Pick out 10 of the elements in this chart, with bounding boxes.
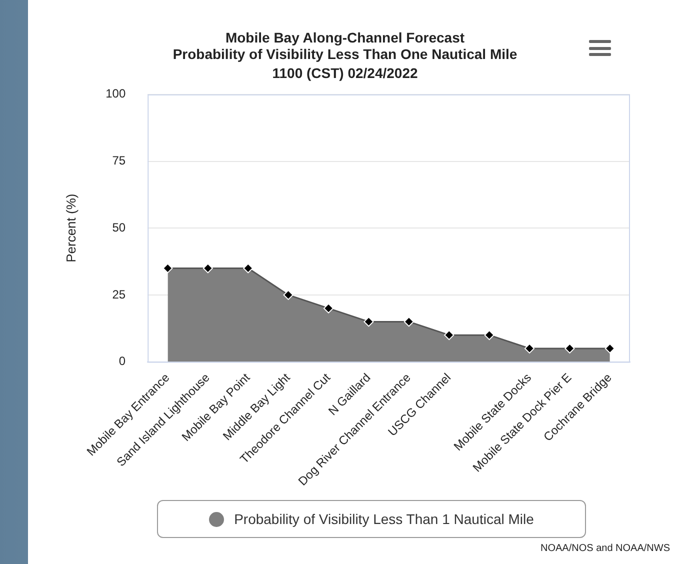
y-tick-label: 0 <box>118 354 126 368</box>
y-tick-label: 100 <box>106 86 126 101</box>
y-axis-title: Percent (%) <box>63 194 78 262</box>
y-tick-label: 25 <box>112 287 126 302</box>
y-tick-label: 50 <box>112 220 126 234</box>
legend-label: Probability of Visibility Less Than 1 Nautical Mile <box>234 511 534 527</box>
chart-subtitle: 1100 (CST) 02/24/2022 <box>272 64 418 81</box>
text: NOAA/NOS and NOAA/NWS <box>540 543 670 554</box>
chart-title: Mobile Bay Along-Channel Forecast Probability of Visibility Less Than One Nautical Mile <box>172 29 518 62</box>
y-tick-label: 75 <box>112 154 126 168</box>
